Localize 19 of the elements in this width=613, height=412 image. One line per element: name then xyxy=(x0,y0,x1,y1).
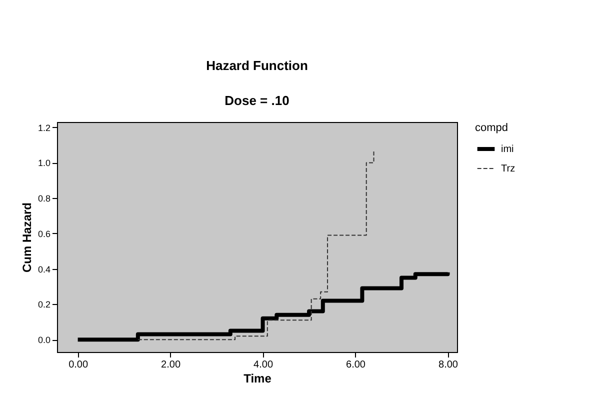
x-tick-label: 4.00 xyxy=(254,360,274,370)
y-tick-label: 0.4 xyxy=(38,264,50,274)
legend-label: Trz xyxy=(501,164,516,174)
y-tick-label: 0.2 xyxy=(38,300,50,310)
y-axis-title: Cum Hazard xyxy=(20,202,34,273)
x-axis-title: Time xyxy=(244,372,272,386)
chart-subtitle: Dose = .10 xyxy=(224,93,290,108)
y-tick-label: 0.8 xyxy=(38,194,50,204)
x-tick-label: 6.00 xyxy=(346,360,366,370)
x-tick-label: 2.00 xyxy=(161,360,181,370)
legend-label: imi xyxy=(501,144,514,155)
chart-title: Hazard Function xyxy=(206,58,308,73)
y-tick-label: 0.6 xyxy=(38,228,50,239)
y-tick-label: 1.0 xyxy=(38,158,50,168)
x-tick-label: 0.00 xyxy=(68,360,88,370)
x-tick-label: 8.00 xyxy=(438,360,458,370)
legend-title: compd xyxy=(475,122,508,134)
y-tick-label: 0.0 xyxy=(38,335,50,346)
y-tick-label: 1.2 xyxy=(38,122,50,133)
